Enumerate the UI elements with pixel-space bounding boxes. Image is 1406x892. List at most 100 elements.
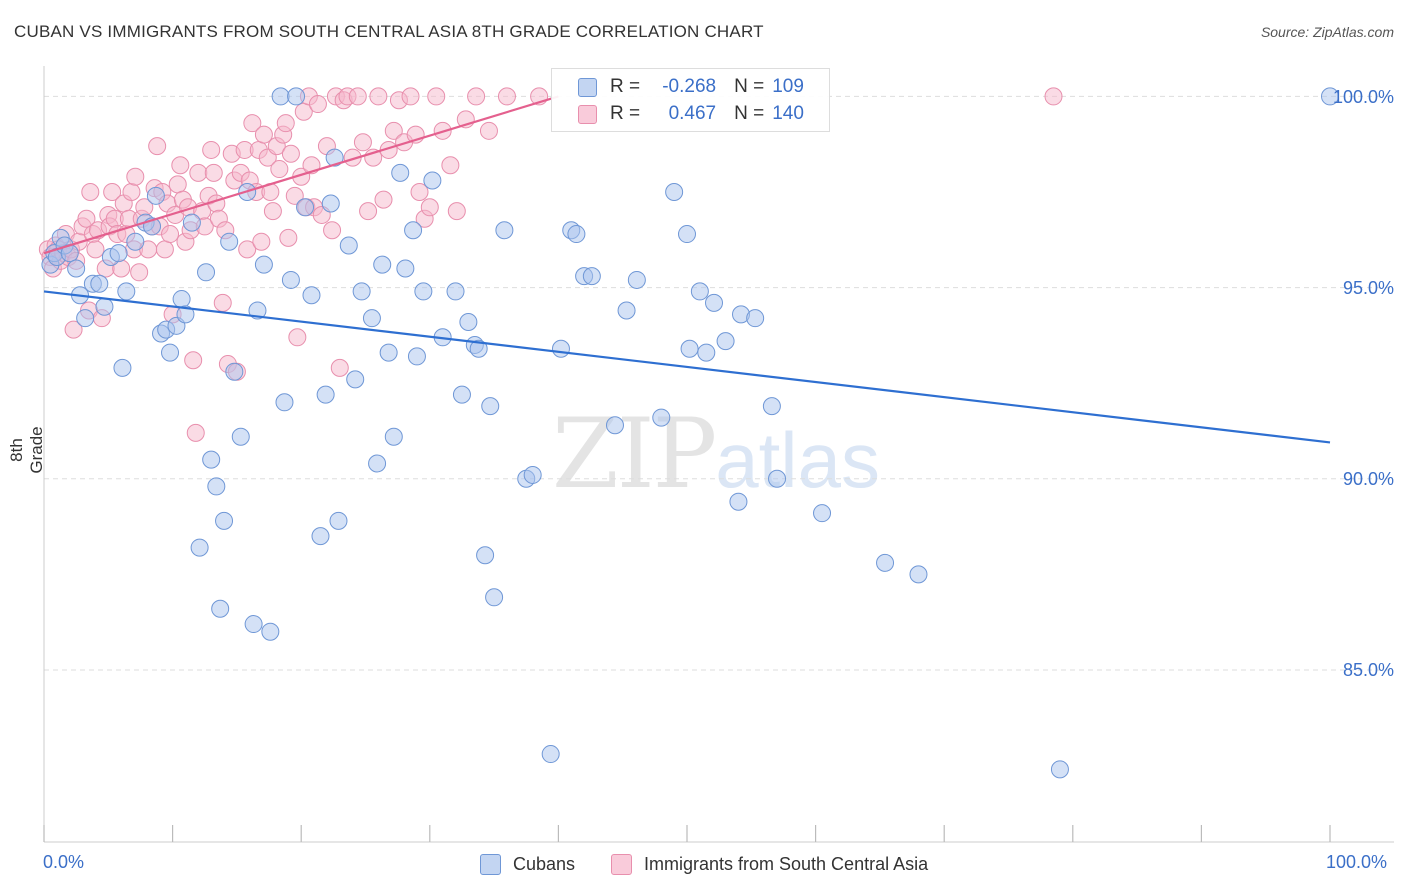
immigrant-point — [148, 137, 167, 156]
bottom-legend-swatch-blue — [480, 853, 501, 875]
immigrant-point — [103, 183, 122, 201]
cuban-point — [582, 267, 601, 286]
cuban-point — [459, 313, 478, 331]
immigrant-point — [353, 133, 372, 152]
cuban-point — [523, 465, 542, 484]
cuban-point — [113, 358, 132, 377]
immigrant-point — [323, 221, 342, 240]
cuban-point — [248, 301, 267, 320]
immigrant-point — [238, 240, 257, 259]
cuban-point — [190, 538, 209, 557]
cuban-point — [311, 527, 330, 546]
cuban-point — [414, 282, 433, 301]
cuban-point — [76, 309, 95, 328]
immigrant-point — [285, 186, 304, 205]
cuban-point — [126, 232, 145, 251]
legend-n-label: N = — [734, 103, 765, 124]
correlation-legend: R = -0.268 N = 109 R = 0.467 N = 140 — [551, 68, 830, 132]
cuban-point — [197, 263, 216, 282]
bottom-legend-label: Immigrants from South Central Asia — [644, 853, 929, 874]
immigrant-point — [348, 87, 367, 106]
cuban-point — [909, 565, 928, 584]
cuban-point — [316, 385, 335, 404]
cuban-point — [271, 87, 290, 106]
legend-n-value: 109 — [772, 76, 804, 97]
bottom-legend-swatch-pink — [611, 853, 632, 875]
cuban-point — [211, 599, 230, 618]
immigrant-point — [161, 225, 180, 244]
cuban-point — [423, 171, 442, 190]
immigrant-point — [359, 202, 378, 221]
cuban-point — [404, 221, 423, 240]
cuban-point — [551, 339, 570, 358]
legend-n-label: N = — [734, 76, 765, 97]
y-tick-label-100: 100.0% — [1332, 87, 1394, 107]
cuban-point — [325, 148, 344, 167]
immigrant-point — [479, 121, 498, 140]
legend-r-label: R = — [610, 76, 641, 97]
immigrant-point — [410, 183, 429, 201]
bottom-legend-cubans: Cubans — [480, 851, 575, 877]
cuban-point — [1321, 87, 1339, 106]
immigrant-point — [441, 156, 460, 175]
cuban-point — [469, 339, 488, 358]
cuban-point — [746, 309, 765, 328]
cuban-point — [261, 622, 280, 641]
legend-row-immigrants: R = 0.467 N = 140 — [578, 102, 804, 126]
cuban-point — [207, 477, 226, 496]
cuban-point — [182, 213, 201, 232]
cuban-point — [254, 255, 273, 274]
immigrant-point — [374, 190, 393, 209]
cuban-point — [346, 370, 365, 389]
cuban-point — [296, 198, 315, 217]
legend-row-cubans: R = -0.268 N = 109 — [578, 75, 804, 99]
immigrant-point — [126, 167, 145, 186]
cuban-point — [302, 286, 321, 305]
legend-r-label: R = — [610, 103, 641, 124]
cuban-point — [329, 511, 348, 530]
watermark-atlas: atlas — [715, 416, 880, 504]
immigrant-point — [213, 293, 232, 312]
y-axis-title: 8th Grade — [7, 426, 46, 474]
cuban-point — [481, 397, 500, 416]
immigrant-point — [202, 140, 221, 159]
cuban-point — [876, 553, 895, 572]
legend-swatch-pink — [578, 104, 597, 124]
cuban-point — [321, 194, 340, 213]
watermark: ZIPatlas — [552, 398, 880, 510]
immigrant-point — [384, 121, 403, 140]
cuban-point — [476, 546, 495, 565]
immigrant-point — [497, 87, 516, 106]
immigrant-point — [288, 328, 307, 347]
cuban-point — [384, 427, 403, 446]
immigrant-point — [155, 240, 174, 259]
cuban-point — [90, 274, 109, 293]
cuban-point — [202, 450, 221, 469]
cuban-point — [161, 343, 180, 362]
cuban-point — [287, 87, 306, 106]
cuban-point — [225, 362, 244, 381]
cuban-point — [1050, 760, 1069, 779]
cuban-point — [446, 282, 465, 301]
immigrant-point — [171, 156, 190, 175]
cuban-point — [146, 186, 165, 205]
immigrant-point — [130, 263, 149, 282]
immigrant-point — [1044, 87, 1063, 106]
bottom-legend-immigrants: Immigrants from South Central Asia — [611, 851, 928, 877]
immigrant-point — [308, 95, 327, 114]
immigrant-point — [369, 87, 388, 106]
cuban-point — [275, 393, 294, 412]
cuban-point — [697, 343, 716, 362]
immigrant-trend-line — [43, 95, 559, 255]
cuban-point — [729, 492, 748, 511]
legend-n-value: 140 — [772, 103, 804, 124]
cuban-point — [362, 309, 381, 328]
cuban-point — [244, 615, 263, 634]
cuban-point — [281, 270, 300, 289]
cuban-point — [231, 427, 250, 446]
cuban-point — [617, 301, 636, 320]
cuban-point — [495, 221, 514, 240]
cuban-point — [652, 408, 671, 427]
immigrant-point — [330, 358, 349, 377]
